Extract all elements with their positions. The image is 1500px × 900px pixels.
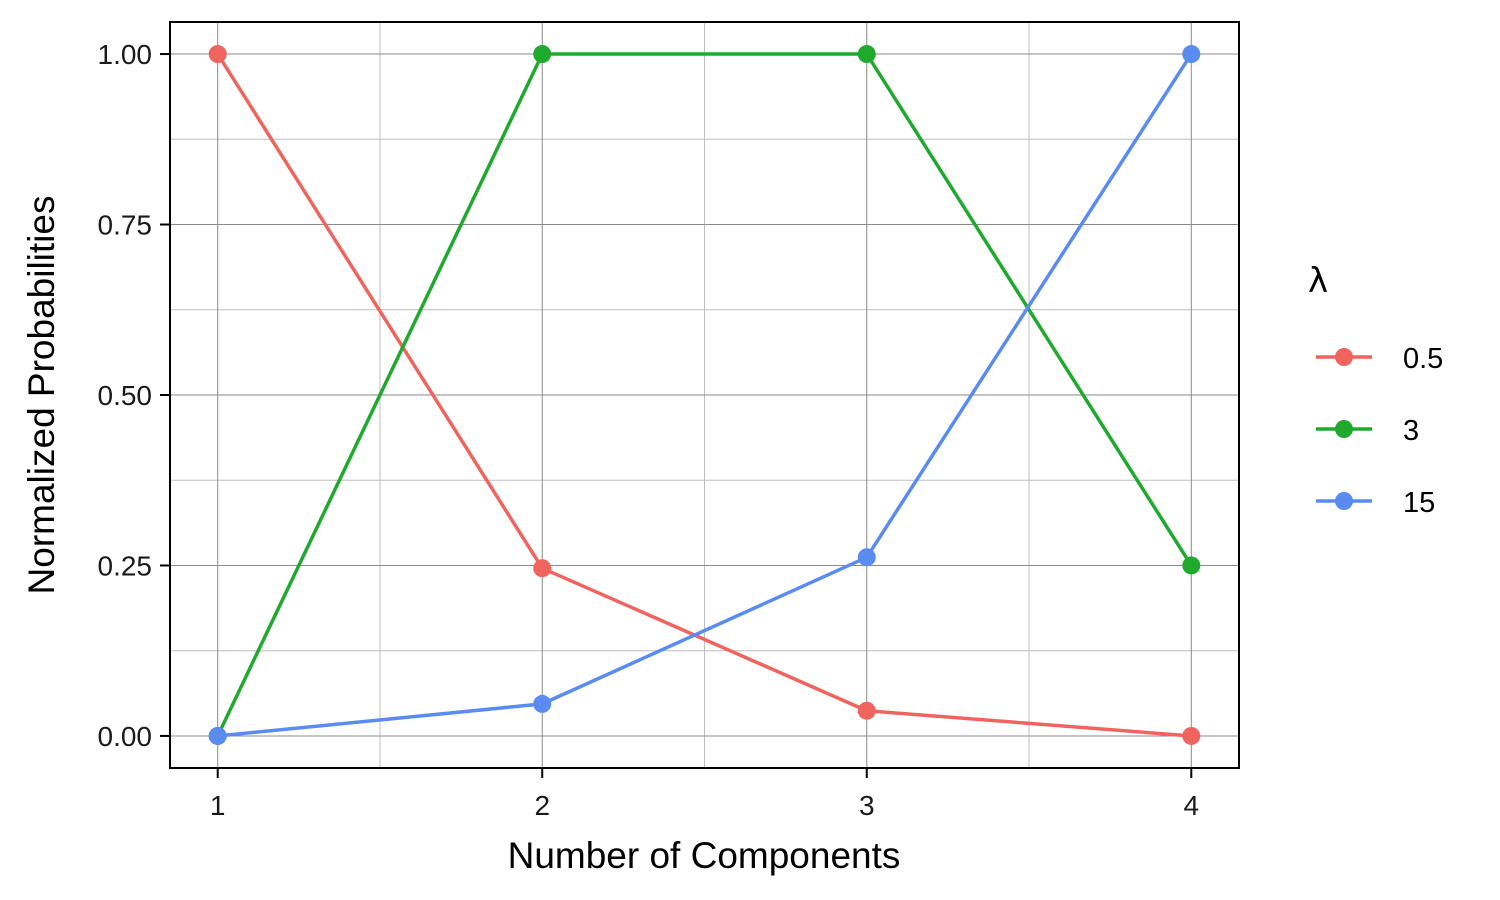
data-point-0.5 (533, 559, 552, 578)
data-point-15 (533, 694, 552, 713)
data-point-0.5 (857, 701, 876, 720)
y-tick-label: 0.25 (98, 550, 153, 581)
data-point-15 (208, 726, 227, 745)
series-line-0.5 (216, 53, 1192, 738)
data-point-0.5 (1182, 726, 1201, 745)
data-point-0.5 (208, 45, 227, 64)
legend-title: λ (1308, 261, 1328, 301)
legend-key-point (1335, 348, 1353, 366)
legend-label: 3 (1403, 415, 1419, 447)
x-tick-label: 4 (1184, 790, 1200, 821)
major-gridlines (170, 22, 1239, 768)
data-point-15 (1182, 45, 1201, 64)
x-axis-title: Number of Components (508, 835, 901, 876)
series-layer (208, 45, 1201, 745)
series-line-3 (216, 52, 1193, 737)
y-tick-label: 1.00 (98, 39, 153, 70)
data-point-15 (857, 548, 876, 567)
y-tick-label: 0.75 (98, 210, 153, 241)
data-point-3 (857, 45, 876, 64)
data-point-3 (533, 45, 552, 64)
y-tick-label: 0.50 (98, 380, 153, 411)
y-axis: 0.00 0.25 0.50 0.75 1.00 (98, 39, 170, 752)
legend-key-point (1335, 492, 1353, 510)
x-tick-label: 3 (859, 790, 875, 821)
x-axis: 1 2 3 4 (210, 768, 1199, 821)
x-tick-label: 2 (534, 790, 550, 821)
y-tick-label: 0.00 (98, 721, 153, 752)
y-axis-title: Normalized Probabilities (21, 196, 62, 595)
legend-label: 15 (1403, 487, 1435, 519)
data-point-3 (1182, 556, 1201, 575)
legend-label: 0.5 (1403, 343, 1443, 375)
legend-key-point (1335, 420, 1353, 438)
minor-gridlines (170, 22, 1239, 768)
legend: λ 0.5 3 15 (1308, 261, 1443, 519)
x-tick-label: 1 (210, 790, 226, 821)
series-line-15 (217, 53, 1193, 738)
